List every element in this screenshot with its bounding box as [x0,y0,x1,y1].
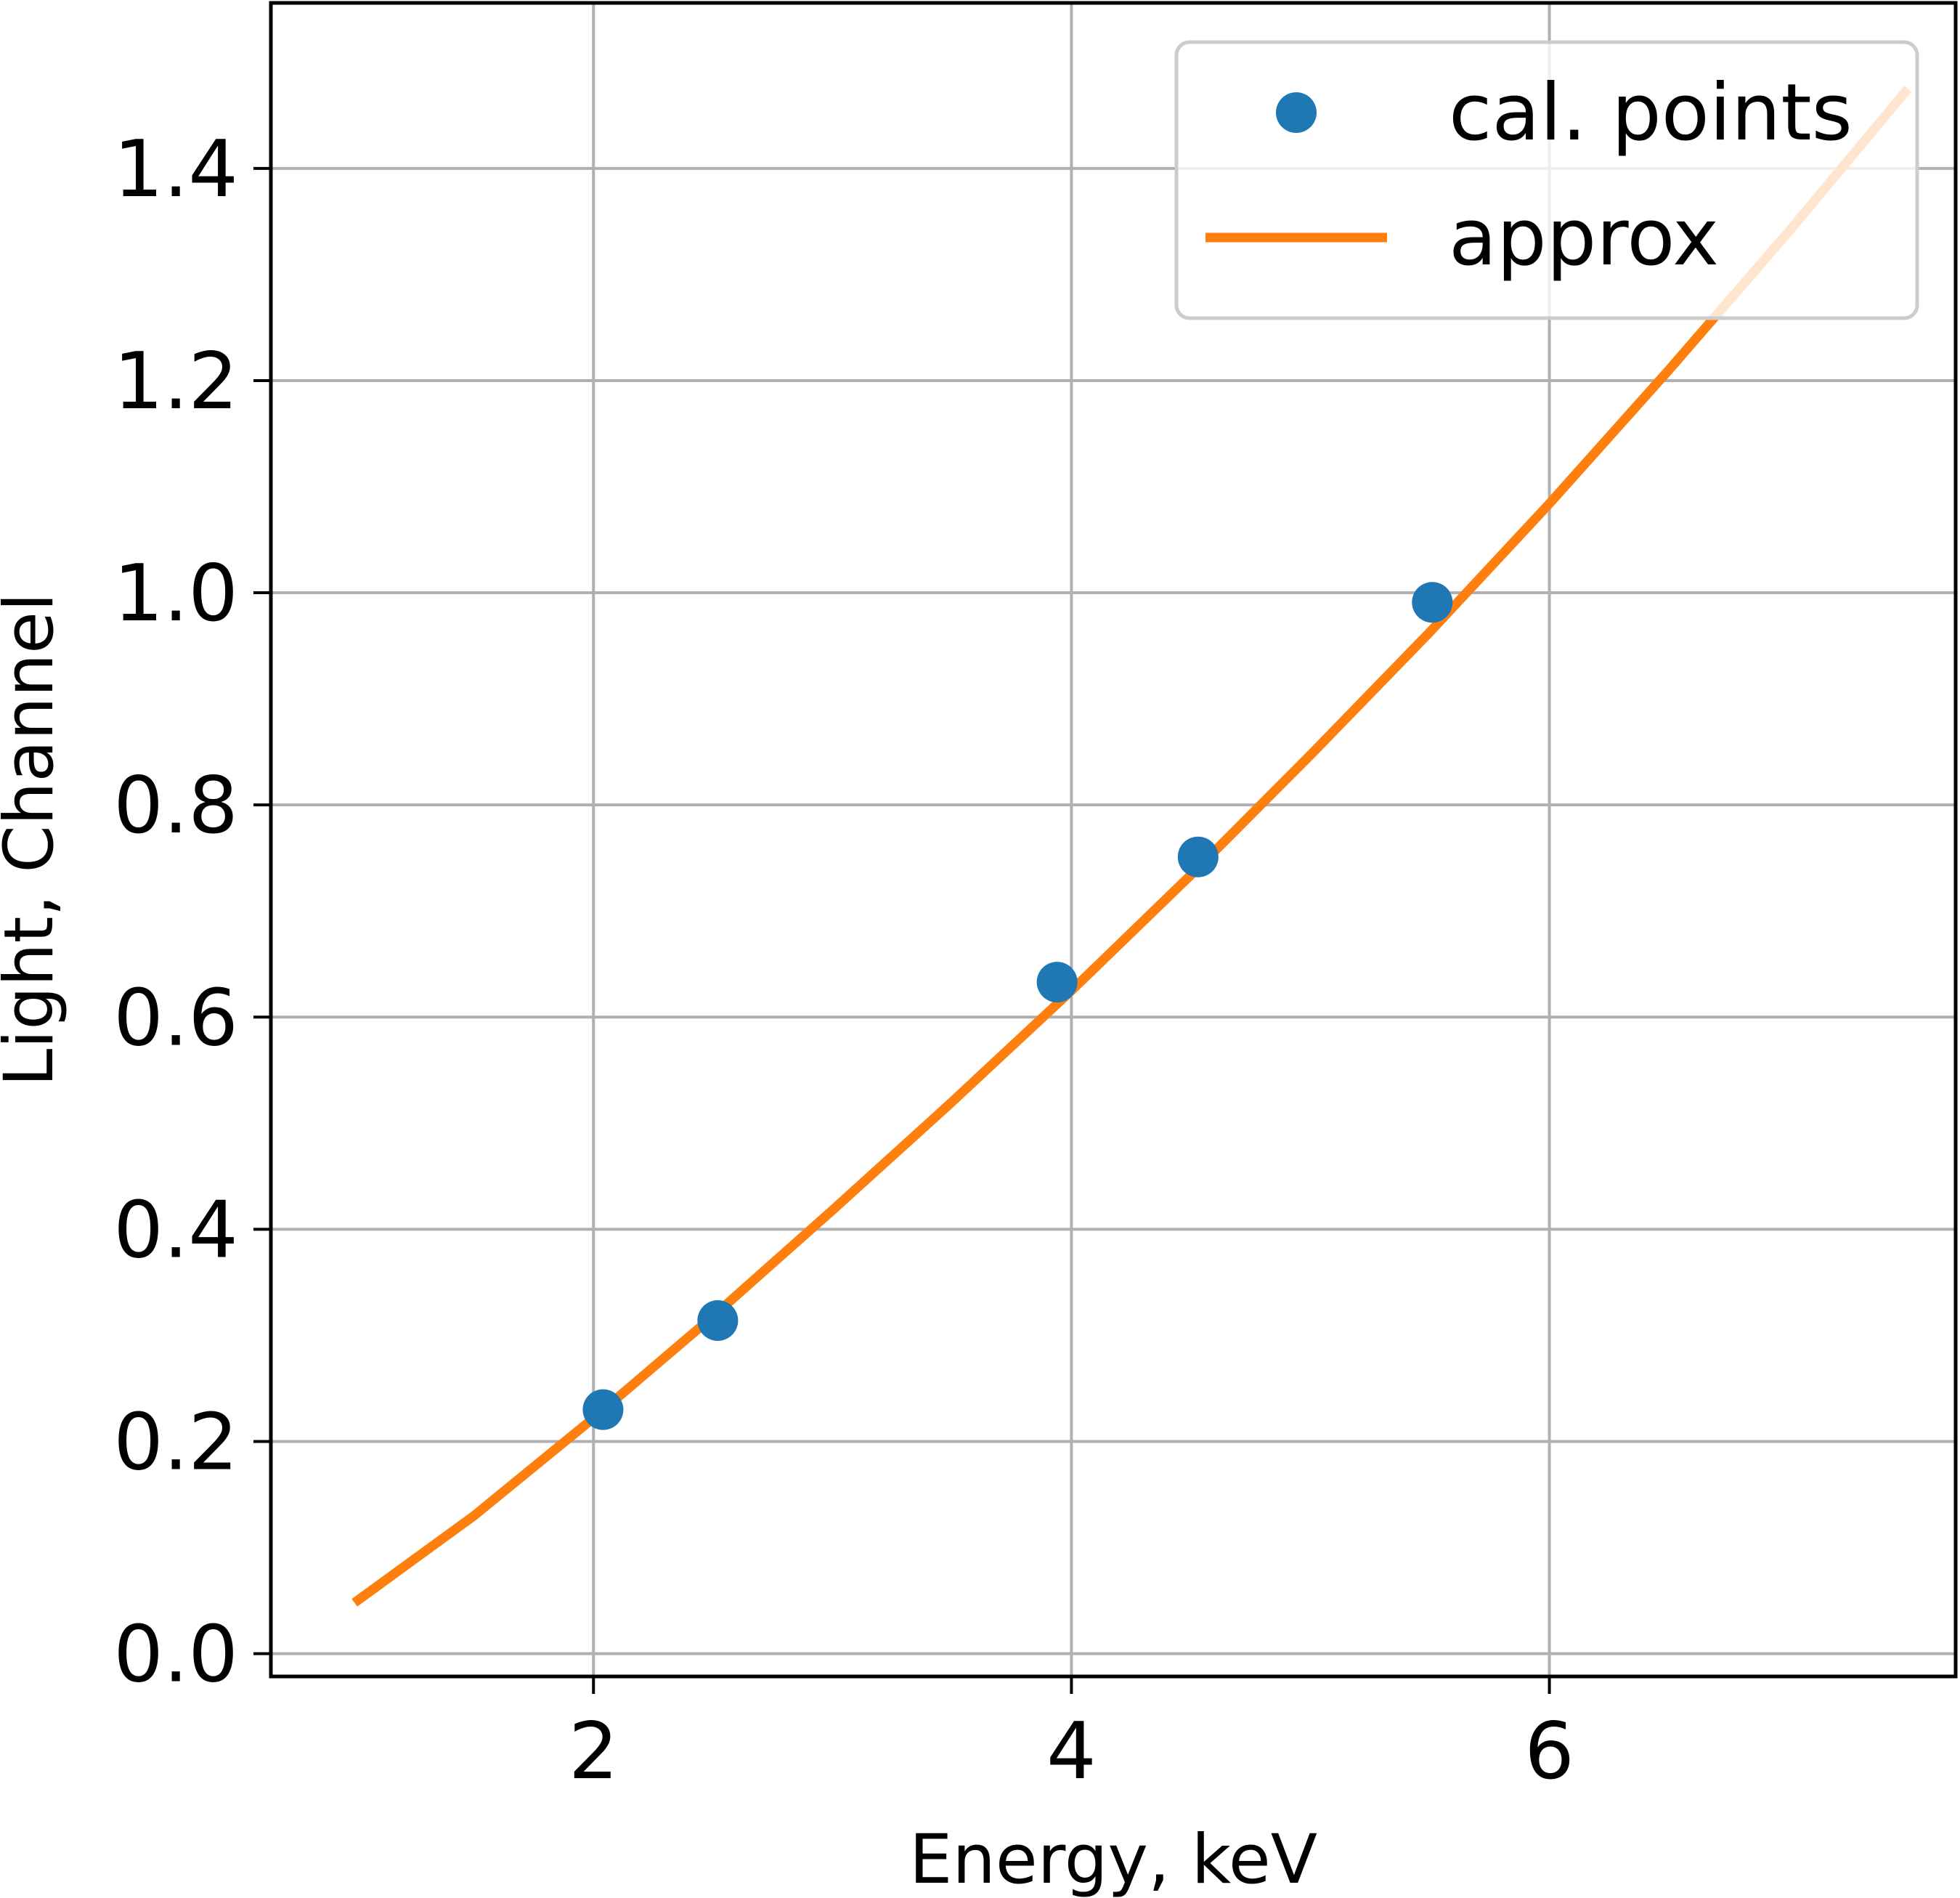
legend-marker-cal-points [1276,92,1317,133]
ticks: 2 4 6 0.0 0.2 0.4 0.6 0.8 1.0 1.2 1.4 [113,124,1574,1797]
y-tick-label: 0.0 [113,1610,238,1700]
plot-series [351,86,1912,1607]
y-axis-label: Light, Channel [0,593,69,1087]
x-tick-label: 4 [1046,1706,1097,1797]
legend-label-approx: approx [1449,192,1719,283]
y-tick-label: 0.8 [113,761,238,851]
cal-point [697,1299,739,1341]
y-tick-label: 0.4 [113,1185,238,1276]
y-tick-label: 1.2 [113,336,238,427]
y-tick-label: 1.4 [113,124,238,215]
x-tick-label: 2 [569,1706,619,1797]
legend: cal. points approx [1174,40,1919,320]
legend-box [1174,40,1919,320]
cal-point [1412,582,1453,623]
y-tick-label: 0.6 [113,973,238,1063]
y-tick-label: 1.0 [113,548,238,639]
cal-point [582,1389,624,1430]
axes-frame [269,1,1958,1679]
x-tick-label: 6 [1524,1706,1574,1797]
cal-point [1036,962,1078,1003]
x-axis-label: Energy, keV [909,1820,1317,1898]
y-tick-label: 0.2 [113,1397,238,1488]
cal-point [1177,836,1219,877]
legend-label-cal-points: cal. points [1449,68,1853,158]
